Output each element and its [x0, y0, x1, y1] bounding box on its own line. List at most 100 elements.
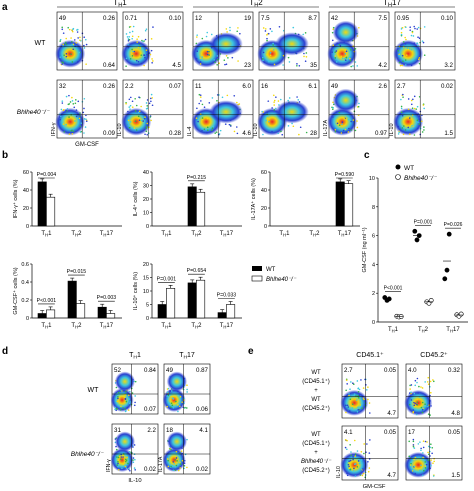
event-dot — [206, 53, 209, 56]
event-dot — [63, 131, 66, 133]
y-tick-label: 0.6 — [21, 262, 29, 268]
event-dot — [348, 462, 350, 464]
event-dot — [353, 439, 356, 442]
event-dot — [352, 119, 355, 121]
bar-chart-4: 0 5 10 15 20 IL-10⁺ cells (%) TH1 TH2 TH17 P=0.00… — [132, 262, 242, 330]
event-dot — [427, 383, 430, 385]
event-dot — [83, 36, 85, 39]
event-dot — [134, 395, 136, 397]
event-dot — [409, 29, 412, 31]
event-dot — [166, 391, 169, 394]
event-dot — [61, 28, 64, 31]
y-tick-label: 0 — [26, 224, 29, 230]
event-dot — [429, 446, 431, 449]
event-dot — [128, 106, 131, 108]
event-dot — [125, 467, 128, 470]
event-dot — [71, 30, 74, 33]
event-dot — [169, 389, 171, 392]
event-dot — [145, 107, 148, 110]
event-dot — [266, 111, 268, 114]
event-dot — [199, 63, 202, 65]
event-dot — [149, 53, 152, 56]
event-dot — [117, 391, 120, 394]
y-axis-label: IFN-γ — [51, 122, 57, 136]
x-axis-label: IL-10 — [128, 478, 141, 484]
event-dot — [79, 39, 81, 42]
event-dot — [117, 395, 119, 398]
event-dot — [132, 459, 134, 461]
panel-letter: c — [364, 150, 370, 161]
event-dot — [59, 40, 61, 42]
event-dot — [144, 116, 146, 118]
event-dot — [268, 60, 270, 63]
point-wt — [446, 231, 452, 237]
y-tick-label: 20 — [23, 206, 29, 212]
x-tick-label: TH1 — [41, 231, 52, 238]
quadrant-ul: 4.0 — [408, 367, 417, 374]
event-dot — [173, 462, 175, 465]
event-dot — [418, 385, 420, 388]
event-dot — [421, 452, 424, 454]
event-dot — [417, 113, 419, 115]
event-dot — [62, 62, 65, 64]
event-dot — [409, 464, 412, 466]
event-dot — [59, 38, 62, 41]
event-dot — [197, 120, 199, 123]
event-dot — [132, 457, 135, 459]
event-dot — [60, 108, 63, 111]
event-dot — [332, 106, 334, 109]
event-dot — [62, 32, 65, 34]
x-tick-label: TH17 — [100, 231, 114, 238]
event-dot — [125, 459, 128, 462]
event-dot — [362, 472, 365, 475]
event-dot — [335, 111, 338, 113]
bar-wt — [187, 282, 197, 319]
event-dot — [356, 120, 358, 122]
quadrant-ul: 4.1 — [344, 429, 353, 436]
event-dot — [349, 459, 352, 462]
event-dot — [143, 40, 145, 42]
event-dot — [423, 26, 426, 28]
x-tick-label: TH1 — [41, 323, 52, 330]
event-dot — [134, 97, 136, 100]
event-dot — [352, 382, 354, 385]
event-dot — [85, 120, 88, 123]
event-dot — [184, 406, 186, 409]
event-dot — [273, 104, 276, 106]
event-dot — [83, 132, 85, 134]
event-dot — [353, 463, 356, 466]
event-dot — [73, 39, 76, 41]
event-dot — [59, 115, 62, 118]
bar-wt — [335, 181, 345, 227]
p-value: P=0.654 — [187, 268, 207, 274]
event-dot — [228, 123, 231, 126]
event-dot — [345, 50, 348, 53]
event-dot — [133, 127, 136, 129]
event-dot — [332, 116, 334, 118]
event-dot — [134, 380, 137, 383]
event-dot — [349, 398, 352, 401]
event-dot — [404, 36, 406, 39]
y-tick-label: 60 — [23, 170, 29, 176]
event-dot — [410, 99, 413, 102]
event-dot — [68, 94, 70, 97]
event-dot — [413, 401, 415, 404]
event-dot — [196, 107, 198, 110]
event-dot — [288, 97, 291, 99]
event-dot — [67, 26, 70, 29]
flow-plot-a: 49 0.26 0.64 — [55, 11, 118, 71]
event-dot — [181, 401, 183, 403]
event-dot — [124, 397, 127, 400]
x-tick-label: TH17 — [220, 231, 234, 238]
legend-marker-ko — [395, 174, 401, 180]
event-dot — [218, 62, 220, 65]
quadrant-ul: 2.2 — [125, 83, 134, 90]
event-dot — [416, 28, 418, 30]
quadrant-lr: 1.5 — [444, 130, 453, 137]
event-dot — [417, 443, 420, 445]
event-dot — [397, 125, 400, 128]
event-dot — [298, 133, 300, 136]
event-dot — [360, 462, 363, 464]
event-dot — [151, 97, 154, 99]
event-dot — [70, 37, 72, 39]
